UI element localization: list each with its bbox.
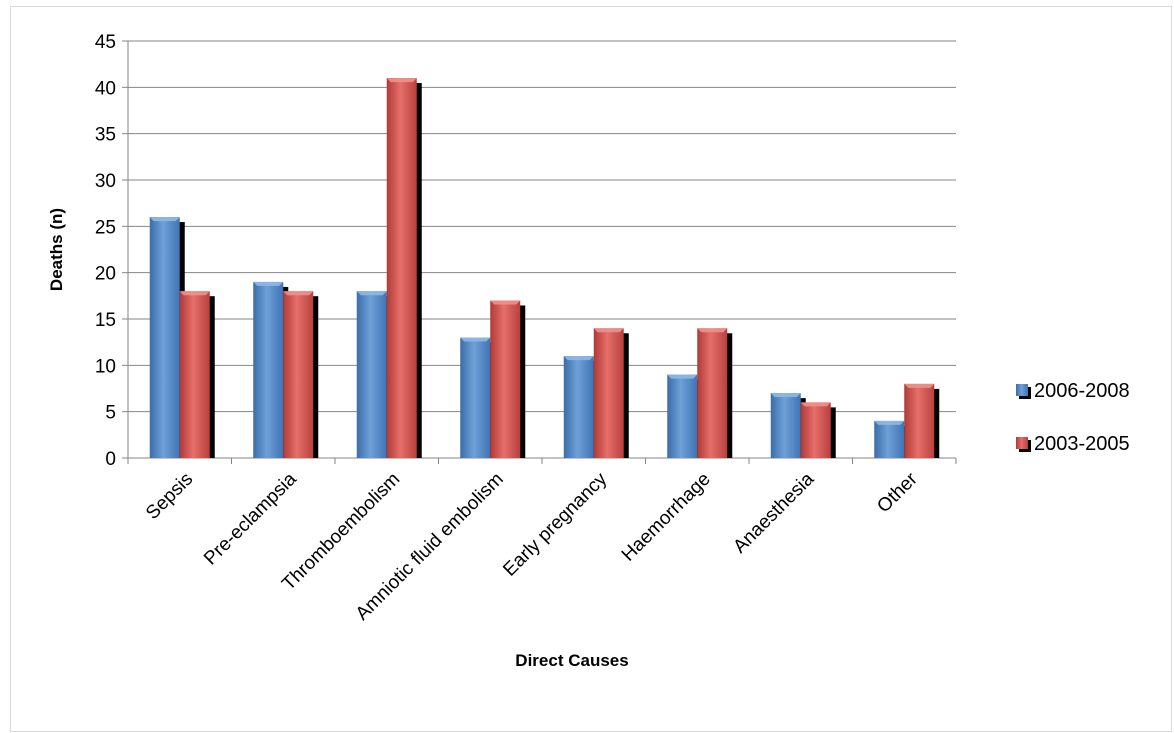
x-axis-title: Direct Causes	[515, 651, 628, 670]
y-tick-label: 15	[95, 310, 116, 331]
bar-bevel	[490, 300, 521, 305]
bar-bevel	[800, 402, 831, 407]
y-tick-label: 25	[95, 217, 116, 238]
bar	[283, 291, 314, 458]
bar	[904, 383, 935, 458]
legend-label: 2006-2008	[1034, 380, 1130, 402]
bar-bevel	[253, 281, 284, 286]
gridlines	[128, 40, 956, 413]
bars	[149, 78, 940, 459]
bar	[800, 402, 831, 458]
y-tick-label: 40	[95, 78, 116, 99]
y-tick-label: 30	[95, 171, 116, 192]
bar-bevel	[149, 217, 180, 222]
bar	[460, 337, 491, 458]
bar	[563, 356, 594, 458]
axes	[122, 40, 957, 464]
bar	[593, 328, 624, 458]
bar	[667, 374, 698, 458]
bar-bevel	[356, 291, 387, 296]
bar	[697, 328, 728, 458]
bar-bevel	[283, 291, 314, 296]
x-tick-label: Sepsis	[142, 469, 197, 524]
bar-bevel	[386, 78, 417, 83]
x-tick-label: Haemorrhage	[618, 469, 715, 566]
bar	[490, 300, 521, 458]
x-tick-label: Pre-eclampsia	[200, 468, 301, 569]
x-tick-label: Early pregnancy	[499, 468, 611, 580]
y-tick-label: 0	[105, 449, 116, 470]
legend: 2006-2008 2003-2005	[1016, 380, 1130, 455]
bar	[179, 291, 210, 458]
bar	[149, 217, 180, 458]
bar-bevel	[179, 291, 210, 296]
legend-swatch	[1016, 437, 1028, 449]
bar-bevel	[904, 383, 935, 388]
y-tick-label: 5	[105, 403, 116, 424]
bar-bevel	[874, 420, 905, 425]
bar	[356, 291, 387, 458]
bar-bevel	[697, 328, 728, 333]
bar-bevel	[593, 328, 624, 333]
x-tick-label: Anaesthesia	[729, 468, 818, 557]
y-tick-label: 35	[95, 125, 116, 146]
bar-bevel	[667, 374, 698, 379]
bar-bevel	[460, 337, 491, 342]
legend-label: 2003-2005	[1034, 433, 1130, 455]
bar	[770, 393, 801, 458]
bar	[253, 281, 284, 458]
y-tick-label: 20	[95, 264, 116, 285]
bar	[874, 420, 905, 458]
y-tick-label: 10	[95, 356, 116, 377]
legend-swatch	[1016, 384, 1028, 396]
x-tick-label: Other	[873, 468, 922, 517]
y-tick-label: 45	[95, 32, 116, 53]
y-axis-title: Deaths (n)	[47, 208, 66, 291]
bar	[386, 78, 417, 459]
bar-bevel	[770, 393, 801, 398]
bar-bevel	[563, 356, 594, 361]
